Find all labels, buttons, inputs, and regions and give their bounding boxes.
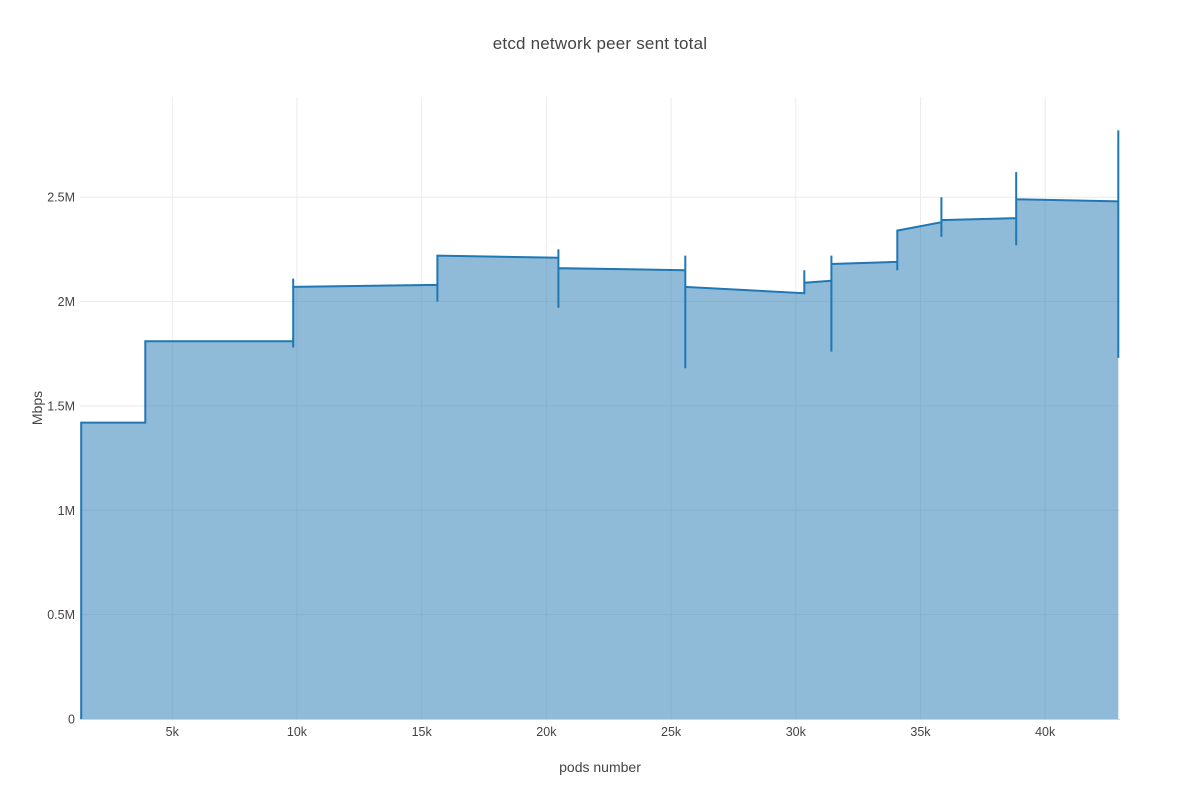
y-tick-label: 0 [68, 713, 75, 727]
y-tick-label: 1M [58, 504, 75, 518]
x-axis-title: pods number [559, 759, 641, 775]
x-tick-label: 20k [536, 725, 557, 739]
x-tick-label: 15k [412, 725, 433, 739]
series-line[interactable] [80, 130, 1120, 719]
y-axis-title: Mbps [29, 390, 45, 426]
y-tick-label: 2.5M [47, 191, 75, 205]
y-tick-label: 0.5M [47, 608, 75, 622]
chart-title: etcd network peer sent total [492, 34, 708, 53]
x-tick-label: 25k [661, 725, 682, 739]
x-tick-label: 35k [910, 725, 931, 739]
x-tick-label: 40k [1035, 725, 1056, 739]
tick-labels: 0 0.5M 1M 1.5M 2M 2.5M 5k 10k 15k 20k 25k 30k 35k 40k [47, 191, 1056, 739]
x-tick-label: 10k [287, 725, 308, 739]
area-fill [81, 130, 1119, 719]
x-tick-label: 30k [786, 725, 807, 739]
y-tick-label: 2M [58, 295, 75, 309]
x-tick-label: 5k [166, 725, 180, 739]
y-tick-label: 1.5M [47, 399, 75, 413]
